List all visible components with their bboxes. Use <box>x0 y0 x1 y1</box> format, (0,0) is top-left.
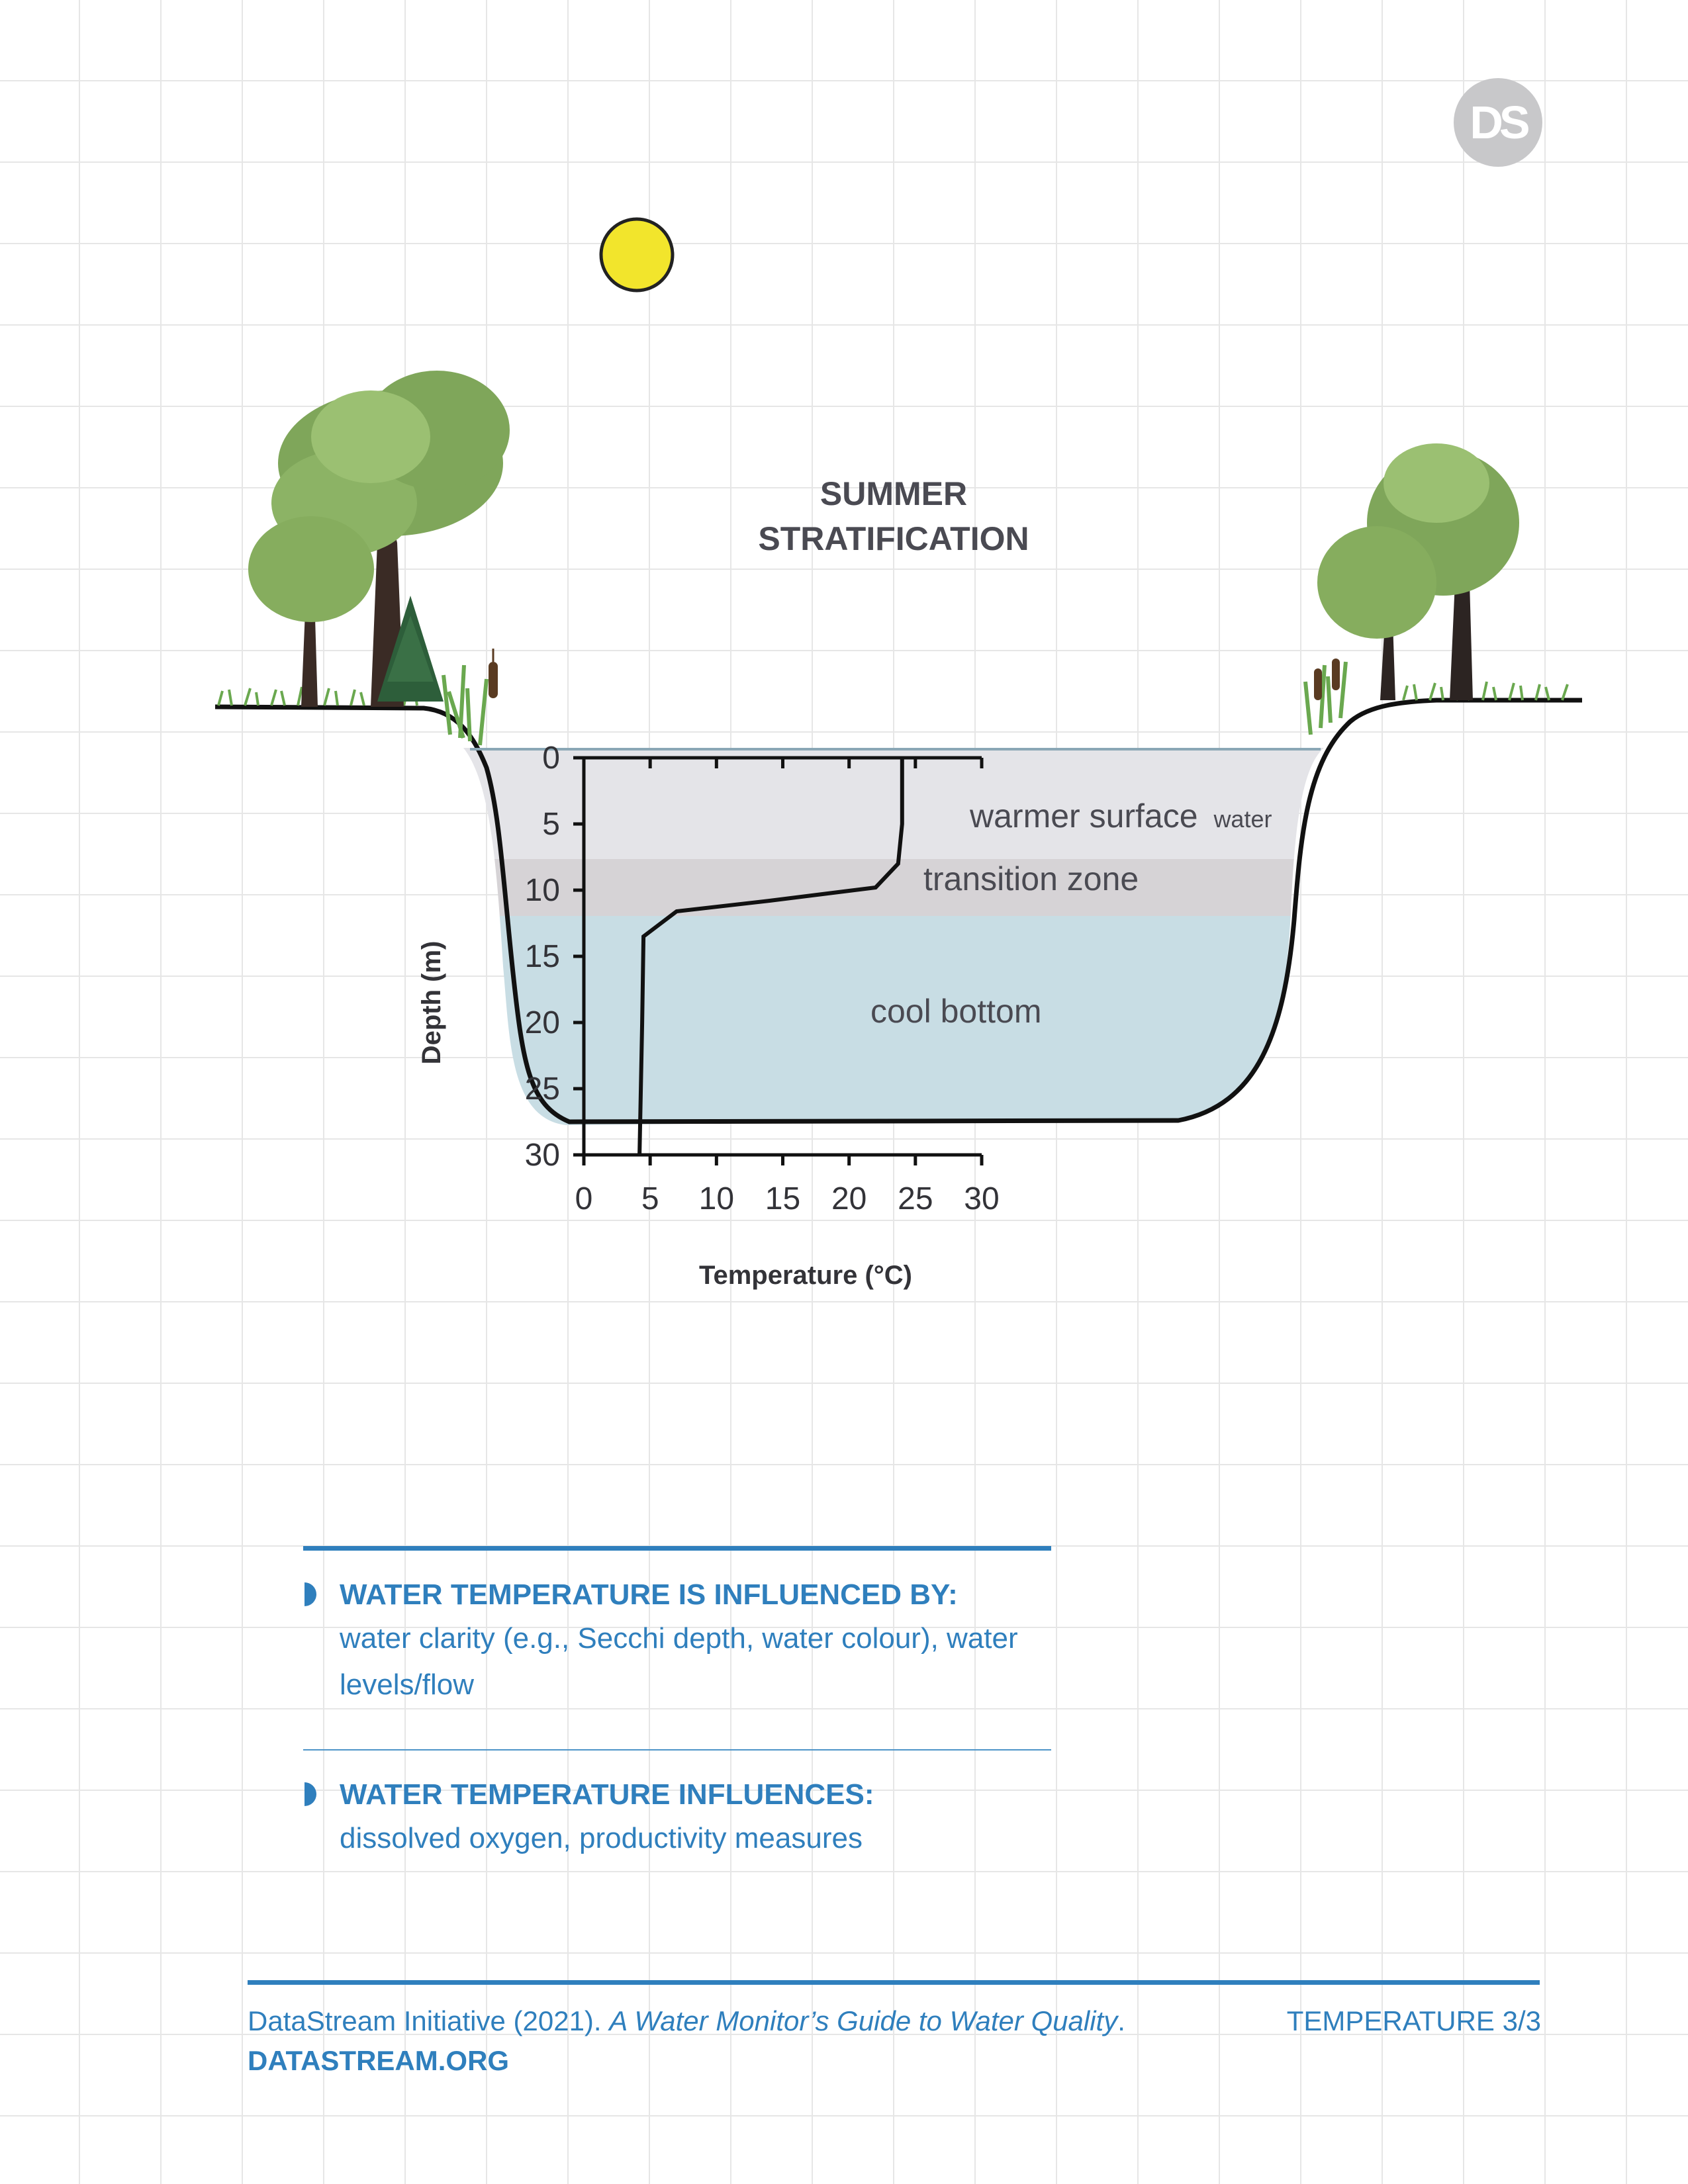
y-tick-label: 30 <box>525 1138 560 1173</box>
tree-left-conifer <box>377 596 444 702</box>
temperature-depth-chart: 0 5 10 15 20 25 30 0 5 10 15 20 25 30 Depth (m) Tempe… <box>417 741 1000 1290</box>
cattail-left <box>489 649 498 698</box>
zone-label-surface: warmer surface water <box>969 797 1272 835</box>
zone-label-surface-text: warmer surface <box>969 797 1198 835</box>
tree-right-small <box>1317 526 1436 700</box>
y-tick-label: 0 <box>542 741 560 776</box>
diagram-title: SUMMER STRATIFICATION <box>695 471 1092 561</box>
diagram-title-line-2: STRATIFICATION <box>758 520 1029 557</box>
y-tick-label: 20 <box>525 1005 560 1040</box>
bottom-water-layer <box>463 916 1324 1125</box>
chart-ticks: 0 5 10 15 20 25 30 0 5 10 15 20 25 30 <box>525 741 1000 1216</box>
citation-prefix: DataStream Initiative (2021). <box>248 2005 610 2036</box>
y-tick-label: 10 <box>525 873 560 908</box>
footer-site-link[interactable]: DATASTREAM.ORG <box>248 2045 510 2076</box>
info-top-rule <box>303 1546 1051 1551</box>
sun <box>599 217 675 293</box>
stratification-diagram: warmer surface water transition zone coo… <box>214 217 1582 1290</box>
y-tick-label: 25 <box>525 1071 560 1107</box>
y-axis-title: Depth (m) <box>417 941 446 1065</box>
zone-label-bottom: cool bottom <box>870 993 1041 1030</box>
citation-title: A Water Monitor’s Guide to Water Quality <box>609 2005 1118 2036</box>
cattail-right <box>1314 659 1340 700</box>
x-tick-label: 20 <box>831 1181 867 1216</box>
footer-rule <box>248 1980 1540 1985</box>
grass-left <box>217 664 489 746</box>
surface-water-layer <box>463 748 1324 860</box>
zone-label-transition: transition zone <box>923 860 1139 897</box>
x-tick-label: 0 <box>575 1181 593 1216</box>
footer-page-label: TEMPERATURE 3/3 <box>1286 2005 1541 2036</box>
info-divider <box>303 1749 1051 1751</box>
bullet-icon <box>305 1782 316 1806</box>
info-body: water clarity (e.g., Secchi depth, water… <box>340 1622 1018 1701</box>
footer-citation: DataStream Initiative (2021). A Water Mo… <box>248 2005 1125 2037</box>
info-body: dissolved oxygen, productivity measures <box>340 1822 863 1854</box>
ground-line <box>214 698 1582 1124</box>
info-heading: WATER TEMPERATURE INFLUENCES: <box>340 1778 874 1811</box>
y-tick-label: 15 <box>525 939 560 974</box>
x-tick-label: 10 <box>699 1181 734 1216</box>
y-tick-label: 5 <box>542 807 560 842</box>
zone-label-surface-suffix: water <box>1213 805 1272 833</box>
temperature-profile-line <box>637 758 904 1156</box>
datastream-logo: DS <box>1454 78 1542 167</box>
tree-left-small <box>248 516 374 707</box>
citation-suffix: . <box>1117 2005 1125 2036</box>
x-tick-label: 5 <box>641 1181 659 1216</box>
x-tick-label: 25 <box>898 1181 933 1216</box>
logo-text: DS <box>1470 97 1530 148</box>
x-axis-title: Temperature (°C) <box>699 1261 912 1290</box>
x-tick-label: 30 <box>964 1181 999 1216</box>
info-heading: WATER TEMPERATURE IS INFLUENCED BY: <box>340 1578 958 1611</box>
x-tick-label: 15 <box>765 1181 800 1216</box>
bullet-icon <box>305 1582 316 1606</box>
diagram-title-line-1: SUMMER <box>820 475 968 512</box>
